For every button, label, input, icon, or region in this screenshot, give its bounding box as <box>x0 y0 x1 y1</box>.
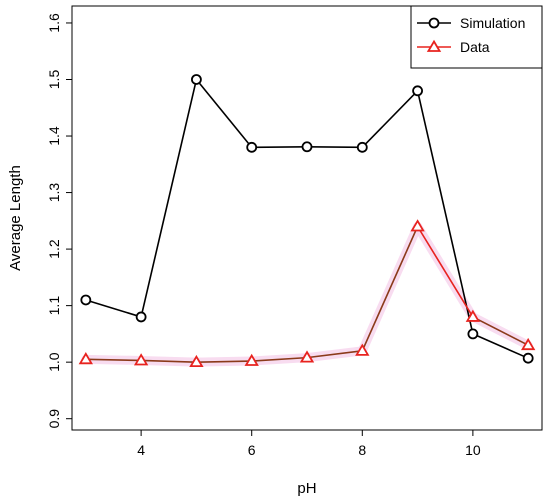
simulation-line-segment <box>85 299 142 318</box>
legend-box <box>410 5 543 69</box>
legend-marker-data <box>426 39 442 52</box>
series-layer <box>78 74 536 368</box>
y-tick-label: 1.5 <box>46 70 62 90</box>
data-point <box>244 353 259 366</box>
simulation-point <box>135 311 147 323</box>
legend: Simulation Data <box>410 5 543 69</box>
simulation-line-segment <box>306 145 363 149</box>
data-point <box>299 350 315 363</box>
legend-label-simulation: Simulation <box>460 15 525 31</box>
y-tick-label: 1.1 <box>46 296 62 316</box>
data-point <box>78 352 93 365</box>
x-tick-label: 6 <box>248 442 256 458</box>
legend-marker-simulation <box>428 17 440 29</box>
y-tick-label: 1.6 <box>46 13 62 33</box>
simulation-point <box>467 328 479 340</box>
data-line-segment <box>416 226 474 318</box>
x-axis: 4 6 8 10 <box>137 430 481 458</box>
y-tick-label: 1.3 <box>46 183 62 203</box>
y-tick-label: 0.9 <box>46 409 62 429</box>
data-line-segment <box>306 350 363 359</box>
data-line-segment <box>361 226 419 352</box>
y-tick-label: 1.0 <box>46 352 62 372</box>
simulation-point <box>80 294 92 306</box>
simulation-line-segment <box>472 333 529 359</box>
data-point <box>133 353 149 366</box>
x-tick-label: 4 <box>137 442 145 458</box>
simulation-line-segment <box>140 79 198 318</box>
y-tick-label: 1.4 <box>46 126 62 146</box>
legend-label-data: Data <box>460 39 490 55</box>
data-point <box>410 219 425 232</box>
data-point <box>189 354 204 368</box>
data-point <box>521 337 536 351</box>
data-line-segment <box>472 316 529 346</box>
data-line-segment <box>85 358 142 362</box>
x-axis-label: pH <box>297 480 316 497</box>
simulation-line-segment <box>195 78 253 148</box>
data-line-segment <box>251 356 308 362</box>
simulation-point <box>246 141 258 153</box>
x-tick-label: 8 <box>358 442 366 458</box>
x-tick-label: 10 <box>465 442 481 458</box>
simulation-point <box>522 352 534 364</box>
y-axis-label: Average Length <box>7 165 24 271</box>
simulation-line-segment <box>361 90 419 148</box>
plot-frame <box>71 5 543 431</box>
data-line-segment <box>196 360 252 363</box>
simulation-point <box>301 141 313 153</box>
data-point <box>465 309 481 322</box>
simulation-line-segment <box>251 145 308 149</box>
simulation-line-segment <box>416 90 474 335</box>
data-point <box>355 343 370 356</box>
data-line-segment <box>141 359 197 363</box>
simulation-point <box>356 141 368 153</box>
y-axis: 0.9 1.0 1.1 1.2 1.3 1.4 1.5 1.6 <box>46 13 72 428</box>
simulation-point <box>412 85 423 97</box>
simulation-point <box>191 74 202 85</box>
y-tick-label: 1.2 <box>46 239 62 259</box>
